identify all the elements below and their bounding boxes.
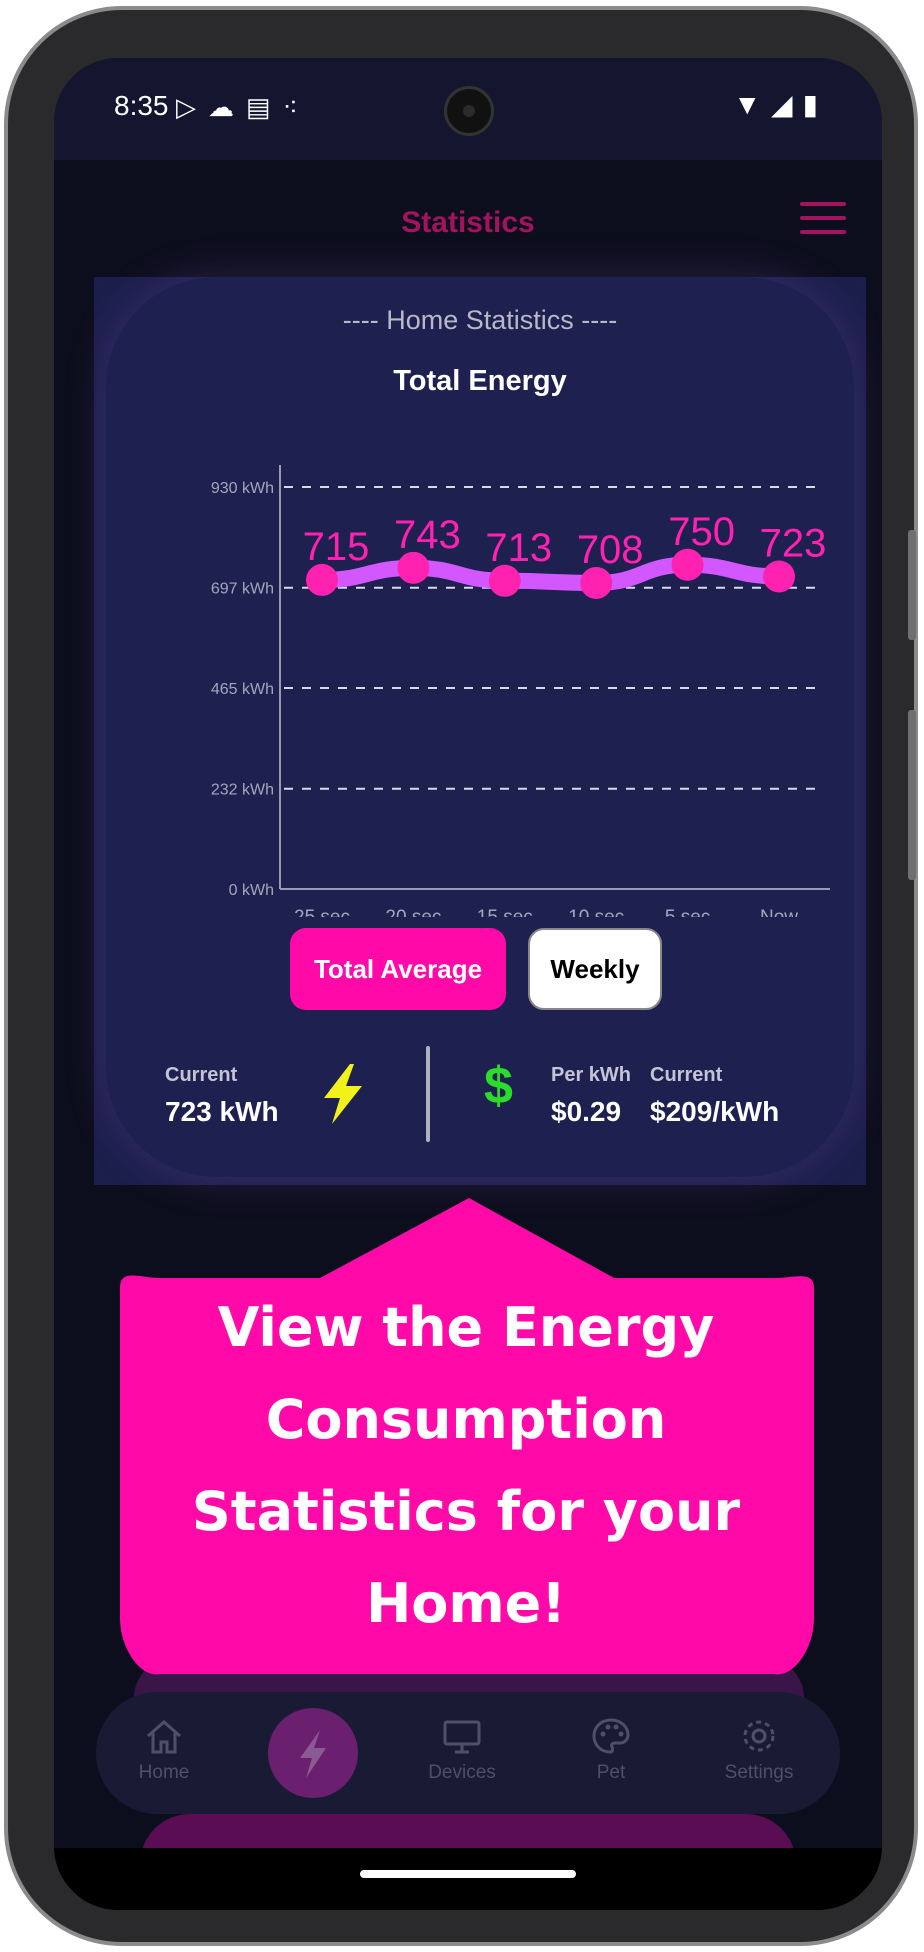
x-tick-label: 5 sec [665,907,710,917]
onboarding-tooltip-text: View the Energy Consumption Statistics f… [120,1282,812,1650]
section-title: ---- Home Statistics ---- [342,305,618,335]
data-point [306,563,338,596]
data-point [763,560,795,593]
onboarding-tooltip-bubble [120,1198,814,1675]
per-kwh-label: Per kWh [551,1064,632,1086]
weekly-button[interactable]: Weekly [528,928,662,1010]
total-average-button[interactable]: Total Average [290,928,506,1010]
app-screen: 8:35 ▷☁▤⁖ ▼◢▮ Statistics ---- Home Stati… [54,58,882,1910]
dollar-icon: $ [484,1057,513,1115]
y-tick-label: 930 kWh [211,480,274,497]
power-button [908,710,916,880]
assistant-icon: ⁖ [282,92,310,122]
y-tick-label: 0 kWh [229,882,274,899]
per-kwh-value: $0.29 [551,1096,622,1127]
tooltip-line: Consumption [265,1388,667,1451]
x-tick-label: 20 sec [385,907,441,917]
status-notification-icons: ▷☁▤⁖ [176,92,310,123]
tooltip-line: Home! [366,1572,566,1635]
x-tick-label: 10 sec [568,907,624,917]
x-tick-label: 25 sec [294,907,350,917]
nav-devices[interactable]: Devices [402,1714,522,1784]
x-tick-label: Now [760,907,798,917]
x-tick-label: 15 sec [477,907,533,917]
nav-pet[interactable]: Pet [551,1714,671,1784]
current-cost-label: Current [650,1064,723,1086]
status-bar: 8:35 ▷☁▤⁖ ▼◢▮ [54,58,882,160]
cloud-icon: ☁ [208,92,246,122]
data-point [397,551,430,584]
home-gesture-bar[interactable] [360,1870,576,1878]
palette-icon [592,1718,630,1754]
data-point [488,564,521,597]
lightning-icon [300,1730,326,1778]
energy-line-chart: 930 kWh 697 kWh 465 kWh 232 kWh 0 kWh 25 sec 2… [211,465,830,917]
status-system-icons: ▼◢▮ [733,88,828,121]
status-time: 8:35 [114,90,169,121]
home-icon [147,1720,181,1754]
nav-pet-label: Pet [596,1762,626,1783]
data-label: 713 [485,526,552,570]
current-energy-value: 723 kWh [165,1096,279,1127]
y-tick-label: 697 kWh [211,581,274,598]
data-label: 750 [668,510,735,554]
data-label: 715 [303,525,370,569]
battery-icon: ▮ [802,89,828,120]
nav-statistics[interactable] [268,1708,358,1798]
y-tick-label: 232 kWh [211,782,274,799]
y-tick-label: 465 kWh [211,681,274,698]
nav-devices-label: Devices [428,1762,496,1783]
lightning-icon [324,1064,362,1124]
signal-icon: ◢ [771,89,803,120]
tooltip-line: View the Energy [217,1296,715,1359]
play-store-icon: ▷ [176,92,208,122]
volume-button [908,530,916,640]
current-cost-value: $209/kWh [650,1096,780,1127]
data-point [671,548,704,581]
data-point [580,566,613,599]
wifi-icon: ▼ [733,89,772,120]
calendar-icon: ▤ [246,92,283,122]
bottom-navigation: Home Devices Pet Setting [96,1692,840,1814]
front-camera [444,86,494,136]
page-title: Statistics [401,206,535,239]
data-label: 708 [577,528,644,572]
statistics-card: ---- Home Statistics ---- Total Energy 9… [106,277,854,1177]
nav-settings-label: Settings [724,1762,794,1783]
data-label: 723 [760,521,827,565]
data-label: 743 [394,513,461,557]
monitor-icon [443,1720,481,1754]
tooltip-line: Statistics for your [191,1480,741,1543]
hamburger-menu-icon[interactable] [800,202,846,236]
gesture-area [54,1848,882,1910]
gear-icon [743,1720,775,1752]
phone-frame: 8:35 ▷☁▤⁖ ▼◢▮ Statistics ---- Home Stati… [4,6,918,1946]
nav-settings[interactable]: Settings [699,1714,819,1784]
stats-divider [426,1046,430,1142]
current-energy-label: Current [165,1064,238,1086]
chart-title: Total Energy [393,365,567,397]
nav-home-label: Home [138,1762,190,1783]
nav-home[interactable]: Home [104,1714,224,1784]
